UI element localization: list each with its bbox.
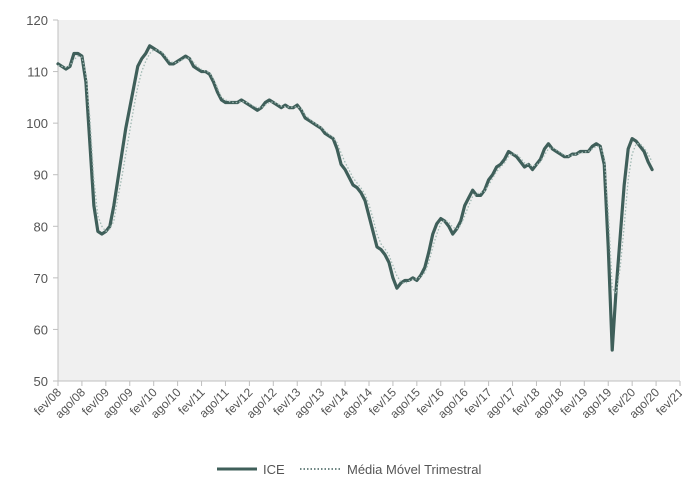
y-tick-label: 90 [34,168,48,183]
y-tick-label: 70 [34,271,48,286]
legend-mm-label: Média Móvel Trimestral [347,462,481,477]
y-axis: 50 60 70 80 90 100 110 120 [26,13,59,389]
y-tick-label: 120 [26,13,48,28]
legend: ICE Média Móvel Trimestral [217,462,481,477]
y-tick-label: 80 [34,219,48,234]
y-tick-label: 50 [34,374,48,389]
y-tick-label: 100 [26,116,48,131]
series-media-movel-line [57,49,653,294]
y-tick-label: 110 [27,65,48,80]
x-tick-label: fev/21 [653,385,682,418]
x-axis: fev/08ago/08fev/09ago/09fev/10ago/10fev/… [31,380,682,421]
y-tick-label: 60 [34,322,48,337]
series-ice-line [56,44,654,352]
plot-area [58,20,680,381]
series-layer [56,44,654,352]
legend-ice-label: ICE [263,462,285,477]
